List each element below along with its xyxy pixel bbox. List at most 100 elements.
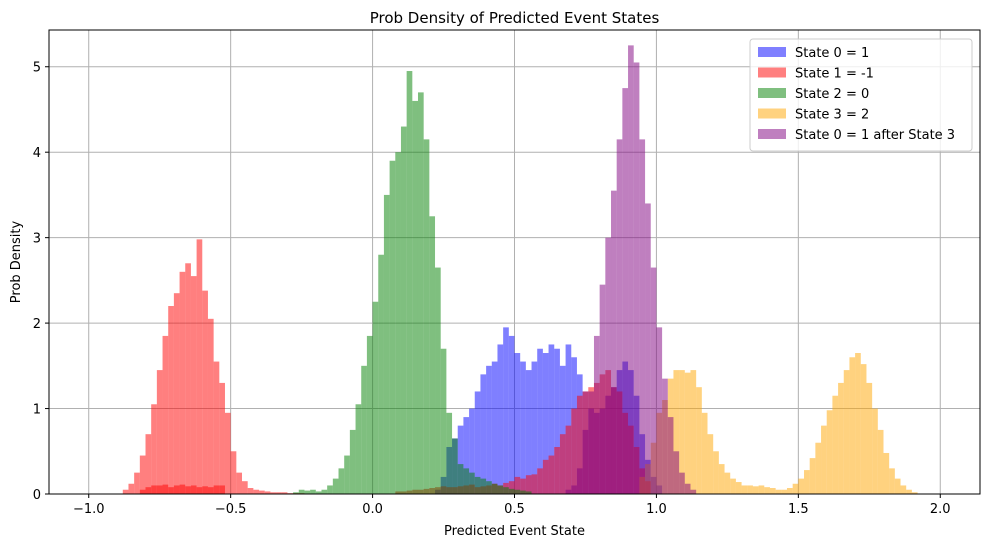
series-2-bar [304, 490, 311, 494]
series-1-bar [202, 486, 208, 494]
series-1-bar [554, 447, 560, 494]
series-2-bar [480, 478, 487, 494]
series-1-bar [571, 408, 577, 494]
series-1-bar [253, 489, 260, 494]
series-0-bar [514, 353, 521, 494]
series-2-bar [417, 92, 424, 495]
series-1-bar [128, 483, 135, 494]
series-1-bar [236, 472, 243, 494]
series-2-bar [349, 429, 356, 494]
series-2-bar [298, 489, 305, 494]
series-1-bar [139, 489, 146, 494]
series-3-bar [894, 478, 901, 494]
series-1-bar [168, 487, 174, 494]
series-1-bar [219, 382, 225, 494]
series-1-bar [151, 485, 157, 494]
series-4-bar [656, 327, 663, 494]
legend-swatch [758, 108, 786, 119]
legend: State 0 = 1 State 1 = -1 State 2 = 0 State … [749, 38, 973, 152]
series-3-bar [860, 364, 867, 494]
series-3-bar [866, 382, 873, 494]
y-tick-label: 2 [33, 317, 41, 332]
series-4-bar [593, 335, 600, 494]
series-3-bar [809, 458, 816, 494]
series-2-bar [361, 365, 367, 494]
series-3-bar [843, 370, 850, 494]
series-0-bar [565, 344, 572, 494]
series-1-bar [156, 370, 163, 494]
series-3-bar [849, 357, 856, 494]
series-4-bar [588, 391, 594, 494]
legend-label: State 2 = 0 [795, 87, 869, 102]
series-2-bar [525, 491, 532, 494]
series-1-bar [196, 487, 203, 494]
series-4-bar [605, 237, 612, 494]
series-2-bar [310, 489, 316, 494]
series-4-bar [645, 203, 651, 494]
y-tick-label: 3 [33, 232, 41, 247]
series-3-bar [877, 429, 884, 494]
series-1-bar [179, 484, 186, 494]
series-3-bar [889, 468, 895, 494]
legend-swatch [758, 47, 786, 57]
series-0-bar [537, 348, 543, 494]
series-2-bar [491, 483, 498, 494]
series-3-bar [838, 382, 844, 494]
series-1-bar [219, 485, 225, 494]
series-2-bar [366, 335, 373, 494]
series-1-bar [576, 395, 583, 494]
series-1-bar [162, 484, 169, 494]
series-2-bar [469, 472, 475, 494]
legend-label: State 1 = -1 [795, 67, 874, 82]
series-1-bar [179, 271, 186, 494]
series-0-bar [531, 361, 538, 494]
series-3-bar [684, 372, 691, 494]
series-0-bar [463, 417, 470, 494]
series-1-bar [151, 404, 157, 494]
series-4-bar [611, 190, 617, 494]
series-0-bar [520, 361, 526, 494]
series-1-bar [270, 492, 277, 494]
legend-label: State 3 = 2 [795, 108, 869, 123]
series-1-bar [185, 486, 191, 494]
series-3-bar [747, 485, 753, 494]
series-4-bar [690, 489, 697, 494]
histogram-bars [122, 45, 918, 495]
legend-swatch [758, 67, 786, 78]
series-2-bar [395, 152, 401, 495]
series-1-bar [559, 434, 566, 494]
legend-label: State 0 = 1 [795, 46, 869, 61]
series-3-bar [900, 485, 907, 494]
y-tick-label: 5 [33, 61, 41, 76]
series-0-bar [497, 344, 504, 494]
series-3-bar [781, 489, 787, 494]
series-0-bar [508, 335, 515, 494]
series-0-bar [469, 408, 475, 494]
series-2-bar [315, 491, 322, 494]
series-0-bar [474, 391, 481, 494]
series-1-bar [230, 451, 237, 494]
series-1-bar [207, 487, 214, 494]
legend-swatch [758, 88, 786, 98]
series-1-bar [531, 474, 538, 494]
y-tick-label: 4 [33, 146, 41, 161]
series-4-bar [679, 472, 685, 494]
series-1-bar [145, 487, 152, 494]
series-1-bar [190, 485, 197, 494]
series-1-bar [122, 489, 129, 494]
series-3-bar [718, 464, 725, 494]
series-1-bar [207, 318, 214, 494]
series-3-bar [679, 370, 685, 494]
series-2-bar [429, 216, 436, 494]
series-3-bar [758, 485, 765, 494]
series-3-bar [798, 478, 805, 494]
series-3-bar [741, 485, 748, 494]
series-3-bar [855, 353, 861, 494]
series-2-bar [355, 404, 362, 494]
series-3-bar [752, 486, 759, 494]
chart-title: Prob Density of Predicted Event States [370, 9, 660, 27]
series-2-bar [400, 126, 407, 495]
series-2-bar [423, 139, 430, 494]
series-3-bar [906, 489, 912, 494]
series-1-bar [156, 485, 163, 494]
